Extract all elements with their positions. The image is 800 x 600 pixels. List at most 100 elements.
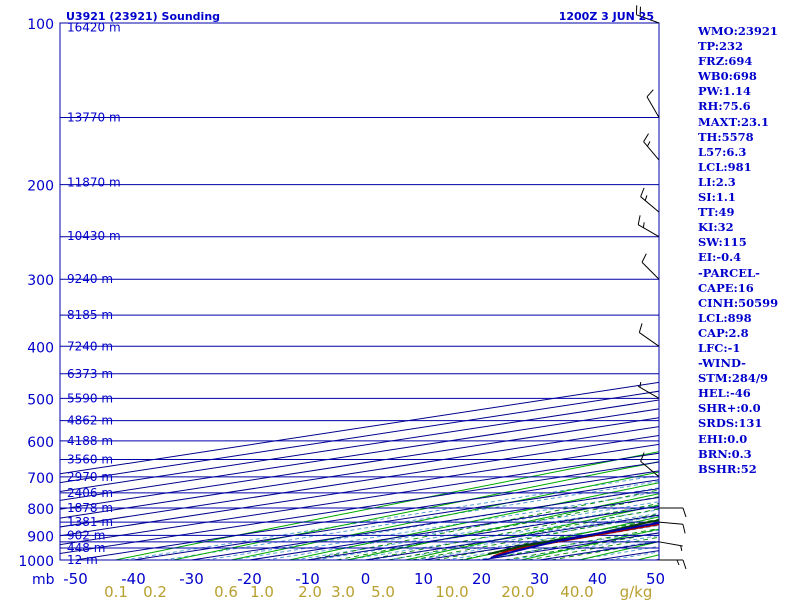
wind-barb bbox=[640, 187, 660, 213]
wind-barb bbox=[640, 452, 660, 478]
height-label: 4188 m bbox=[67, 434, 113, 448]
height-label: 8185 m bbox=[67, 308, 113, 322]
height-label: 5590 m bbox=[67, 391, 113, 405]
chart-title-left: U3921 (23921) Sounding bbox=[66, 10, 220, 23]
mixing-ratio-label: 3.0 bbox=[331, 583, 355, 600]
temperature-tick-label: -20 bbox=[237, 570, 262, 588]
index-entry: LCL:898 bbox=[698, 310, 752, 325]
mixing-ratio-label: 0.1 bbox=[104, 583, 128, 600]
index-entry: TT:49 bbox=[698, 205, 735, 220]
index-entry: CINH:50599 bbox=[698, 295, 779, 310]
mixing-ratio-line bbox=[163, 480, 659, 560]
wind-barb bbox=[659, 559, 687, 570]
wind-barb bbox=[635, 5, 660, 24]
wind-barb bbox=[637, 215, 660, 238]
pressure-label: 600 bbox=[27, 435, 54, 451]
moist-adiabat bbox=[336, 496, 659, 560]
index-entry: SHR+:0.0 bbox=[698, 401, 761, 416]
pressure-label: 1000 bbox=[18, 554, 54, 570]
temperature-tick-label: -40 bbox=[121, 570, 146, 588]
pressure-unit-label: mb bbox=[32, 572, 55, 588]
isotherm bbox=[60, 390, 659, 484]
isotherm bbox=[60, 461, 659, 555]
index-entry: LI:2.3 bbox=[698, 174, 736, 189]
height-label: 7240 m bbox=[67, 339, 113, 353]
mixing-ratio-line bbox=[205, 487, 659, 560]
index-entry: L57:6.3 bbox=[698, 144, 747, 159]
index-entry: WB0:698 bbox=[698, 69, 757, 84]
index-entry: PW:1.14 bbox=[698, 84, 752, 99]
index-entry: LFC:-1 bbox=[698, 340, 741, 355]
wind-barb bbox=[637, 381, 660, 399]
temperature-tick-label: 50 bbox=[646, 570, 665, 588]
index-entry: HEL:-46 bbox=[698, 386, 751, 401]
mixing-ratio-label: 10.0 bbox=[435, 583, 468, 600]
height-label: 2406 m bbox=[67, 486, 113, 500]
mixing-ratio-label: 40.0 bbox=[560, 583, 593, 600]
height-label: 13770 m bbox=[67, 111, 121, 125]
chart-title-right: 1200Z 3 JUN 25 bbox=[559, 10, 654, 23]
mixing-ratio-line bbox=[231, 491, 659, 560]
index-entry: FRZ:694 bbox=[698, 54, 753, 69]
height-label: 4862 m bbox=[67, 414, 113, 428]
index-entry: SI:1.1 bbox=[698, 190, 736, 205]
isotherm bbox=[60, 408, 659, 501]
index-entry: KI:32 bbox=[698, 220, 734, 235]
isotherm bbox=[60, 434, 659, 528]
mixing-ratio-label: 20.0 bbox=[501, 583, 534, 600]
parcel-profile-line bbox=[490, 521, 659, 559]
pressure-label: 700 bbox=[27, 471, 54, 487]
height-label: 1878 m bbox=[67, 501, 113, 515]
wind-barb bbox=[641, 253, 660, 280]
mixing-ratio-label: 0.6 bbox=[214, 583, 238, 600]
moist-adiabat bbox=[411, 513, 659, 560]
height-label: 9240 m bbox=[67, 272, 113, 286]
pressure-label: 100 bbox=[27, 17, 54, 33]
height-label: 902 m bbox=[67, 528, 105, 542]
height-label: 10430 m bbox=[67, 229, 121, 243]
isotherm bbox=[60, 417, 659, 510]
index-entry: TP:232 bbox=[698, 39, 744, 54]
index-entry: SRDS:131 bbox=[698, 416, 763, 431]
index-entry: EI:-0.4 bbox=[698, 250, 742, 265]
height-label: 6373 m bbox=[67, 367, 113, 381]
temperature-tick-label: 20 bbox=[472, 570, 491, 588]
mixing-ratio-line bbox=[266, 496, 659, 560]
wind-barb bbox=[659, 507, 687, 518]
moist-adiabat bbox=[365, 503, 659, 560]
temperature-tick-label: 40 bbox=[588, 570, 607, 588]
pressure-label: 500 bbox=[27, 392, 54, 408]
index-entry: EHI:0.0 bbox=[698, 431, 748, 446]
height-label: 2970 m bbox=[67, 470, 113, 484]
temperature-tick-label: -30 bbox=[179, 570, 204, 588]
pressure-label: 400 bbox=[27, 340, 54, 356]
mixing-ratio-label: 0.2 bbox=[143, 583, 167, 600]
height-label: 3560 m bbox=[67, 453, 113, 467]
index-entry: MAXT:23.1 bbox=[698, 114, 769, 129]
wind-barb-layer bbox=[635, 5, 687, 570]
pressure-label: 800 bbox=[27, 502, 54, 518]
index-entry: CAPE:16 bbox=[698, 280, 754, 295]
isotherm bbox=[60, 452, 659, 546]
isotherm bbox=[60, 381, 659, 475]
index-entry: CAP:2.8 bbox=[698, 325, 749, 340]
index-entry: BRN:0.3 bbox=[698, 446, 752, 461]
temperature-tick-label: 0 bbox=[361, 570, 371, 588]
wind-barb bbox=[638, 323, 660, 347]
index-entry: LCL:981 bbox=[698, 159, 752, 174]
mixing-ratio-label: 5.0 bbox=[371, 583, 395, 600]
index-entry: BSHR:52 bbox=[698, 461, 757, 476]
wind-barb bbox=[658, 521, 686, 534]
temperature-tick-label: -10 bbox=[295, 570, 320, 588]
index-entry: TH:5578 bbox=[698, 129, 754, 144]
height-label: 16420 m bbox=[67, 21, 121, 35]
height-label: 12 m bbox=[67, 553, 98, 567]
temperature-tick-label: -50 bbox=[63, 570, 88, 588]
plot-frame bbox=[59, 22, 660, 561]
mixing-ratio-unit: g/kg bbox=[620, 583, 653, 600]
index-entry: STM:284/9 bbox=[698, 371, 769, 386]
moist-adiabat bbox=[435, 518, 659, 560]
index-entry: SW:115 bbox=[698, 235, 747, 250]
